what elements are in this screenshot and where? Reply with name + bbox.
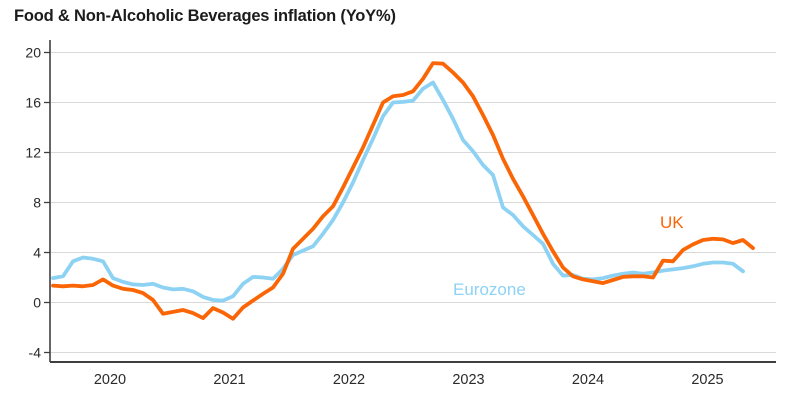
y-tick-label: -4	[29, 345, 42, 361]
x-tick-label: 2021	[213, 372, 245, 388]
x-tick-label: 2025	[691, 372, 723, 388]
chart-title: Food & Non-Alcoholic Beverages inflation…	[14, 7, 396, 25]
eurozone-line	[51, 80, 745, 303]
x-tick-label: 2023	[452, 372, 484, 388]
eurozone-series-label: Eurozone	[453, 280, 526, 299]
y-tick-label: 8	[33, 195, 41, 211]
x-tick-label: 2020	[94, 372, 126, 388]
uk-series-label: UK	[660, 213, 684, 232]
y-tick-label: 4	[33, 245, 41, 261]
y-tick-label: 16	[25, 95, 41, 111]
y-tick-label: 20	[25, 45, 41, 61]
x-tick-label: 2022	[333, 372, 365, 388]
y-tick-label: 0	[33, 295, 41, 311]
x-tick-label: 2024	[572, 372, 604, 388]
y-tick-label: 12	[25, 145, 41, 161]
uk-line	[51, 61, 755, 321]
